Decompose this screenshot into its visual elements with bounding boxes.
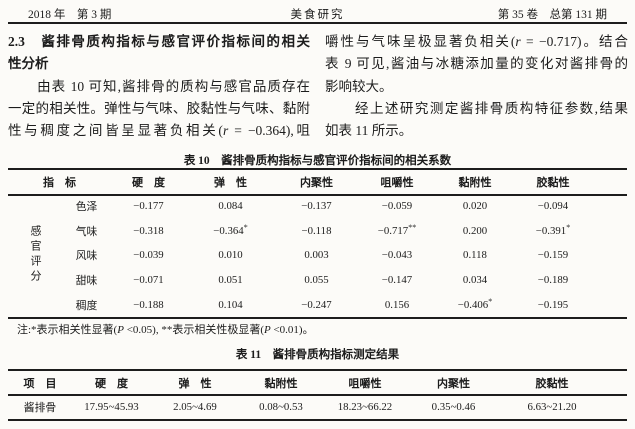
table-cell: 0.156: [384, 298, 410, 311]
table-cell: 0.084: [218, 200, 243, 213]
table-cell: −0.406 *: [457, 296, 493, 311]
table-row-label: 风味: [75, 250, 98, 263]
table-cell: 0.104: [218, 298, 243, 311]
table-10-col-header: 硬 度: [132, 177, 165, 189]
table-row-label: 气味: [75, 225, 98, 238]
table-row-label: 酱排骨: [23, 401, 57, 414]
header-volume: 第 35 卷 总第 131 期: [497, 9, 607, 21]
table-cell: −0.059: [381, 200, 413, 213]
paragraph-line: 表 9 可见,酱油与冰糖添加量的变化对酱排骨的: [325, 56, 628, 72]
table-11-col-header: 内聚性: [437, 377, 470, 390]
table-10-header-rule: [8, 194, 627, 196]
table-cell: 0.055: [304, 274, 329, 287]
table-cell: −0.118: [301, 224, 332, 237]
table-10-col-header: 黏附性: [458, 177, 492, 189]
table-cell: 17.95~45.93: [84, 400, 139, 413]
table-11-col-header: 胶黏性: [535, 377, 569, 390]
paragraph-line: 性与稠度之间皆呈显著负相关(r = −0.364),咀: [8, 123, 310, 139]
table-10-col-header: 咀嚼性: [380, 177, 414, 189]
header-journal-title: 美食研究: [290, 9, 345, 21]
table-cell: 0.003: [304, 249, 329, 262]
table-cell: −0.159: [537, 249, 569, 262]
table-11-title: 表 11 酱排骨质构指标测定结果: [235, 349, 400, 361]
table-cell: 0.200: [462, 224, 488, 237]
paragraph-line: 由表 10 可知,酱排骨的质构与感官品质存在: [8, 78, 310, 94]
table-cell: −0.188: [133, 298, 164, 311]
table-cell: −0.247: [301, 298, 332, 311]
table-cell: −0.717 **: [377, 222, 417, 237]
table-cell: −0.094: [537, 200, 569, 213]
table-cell: 0.034: [462, 274, 488, 287]
table-cell: 0.020: [462, 200, 488, 213]
header-issue: 2018 年 第 3 期: [28, 9, 112, 21]
table-row-label: 甜味: [75, 275, 98, 288]
section-heading-line: 2.3 酱排骨质构指标与感官评价指标间的相关: [8, 34, 310, 49]
table-10-col-header: 胶黏性: [536, 177, 570, 189]
table-row-label: 稠度: [75, 299, 98, 312]
table-10-col-header: 弹 性: [214, 177, 247, 189]
body-left-column: 2.3 酱排骨质构指标与感官评价指标间的相关 性分析 由表 10 可知,酱排骨的…: [8, 31, 310, 142]
table-cell: −0.195: [537, 298, 569, 311]
table-cell: −0.391 *: [535, 222, 571, 237]
table-11-header-rule: [8, 394, 627, 396]
table-cell: 0.051: [218, 274, 243, 287]
table-10-col-header: 内聚性: [300, 177, 333, 189]
header-rule: [8, 22, 627, 24]
table-cell: 0.08~0.53: [259, 400, 303, 413]
table-10: 指 标 硬 度 弹 性 内聚性 咀嚼性 黏附性 胶黏性 感官评分 色泽 −0.1…: [8, 168, 627, 319]
section-heading-line: 性分析: [8, 56, 49, 72]
paragraph-line: 经上述研究测定酱排骨质构特征参数,结果: [325, 100, 628, 116]
table-11-col-header: 咀嚼性: [348, 377, 382, 390]
table-cell: 0.118: [463, 249, 487, 262]
table-11: 项 目 硬 度 弹 性 黏附性 咀嚼性 内聚性 胶黏性 酱排骨 17.95~45…: [8, 369, 627, 421]
table-10-group-label: 感官评分: [29, 225, 41, 286]
table-10-title: 表 10 酱排骨质构指标与感官评价指标间的相关系数: [183, 155, 452, 167]
table-row-label: 色泽: [75, 201, 98, 214]
page-header: 2018 年 第 3 期 美食研究 第 35 卷 总第 131 期: [8, 6, 627, 21]
table-11-col-header: 弹 性: [178, 377, 212, 390]
table-cell: 18.23~66.22: [337, 400, 393, 413]
table-cell: −0.189: [537, 274, 569, 287]
table-cell: −0.318: [133, 224, 164, 237]
table-cell: 0.010: [218, 249, 243, 262]
table-11-col-header: 黏附性: [264, 377, 298, 390]
table-cell: −0.071: [133, 274, 164, 287]
table-cell: 2.05~4.69: [173, 400, 217, 413]
table-cell: −0.043: [381, 249, 413, 262]
table-cell: −0.137: [301, 200, 332, 213]
table-cell: 6.63~21.20: [527, 400, 577, 413]
table-cell: −0.147: [381, 274, 413, 287]
table-cell: −0.039: [133, 249, 164, 262]
table-cell: −0.177: [133, 200, 164, 213]
table-11-col-header: 项 目: [23, 377, 57, 390]
body-right-column: 嚼性与气味呈极显著负相关(r = −0.717)。结合 表 9 可见,酱油与冰糖…: [325, 31, 628, 142]
table-cell: 0.35~0.46: [431, 400, 476, 413]
table-11-col-header: 硬 度: [95, 377, 128, 390]
table-10-corner-header: 指 标: [43, 177, 76, 189]
paragraph-line: 嚼性与气味呈极显著负相关(r = −0.717)。结合: [325, 34, 628, 49]
paragraph-line: 如表 11 所示。: [325, 123, 413, 139]
paragraph-line: 影响较大。: [325, 78, 393, 94]
table-cell: −0.364 *: [213, 222, 248, 237]
paragraph-line: 一定的相关性。弹性与气味、胶黏性与气味、黏附: [8, 100, 310, 116]
table-10-footnote: 注:*表示相关性显著(P <0.05), **表示相关性极显著(P <0.01)…: [17, 324, 314, 336]
